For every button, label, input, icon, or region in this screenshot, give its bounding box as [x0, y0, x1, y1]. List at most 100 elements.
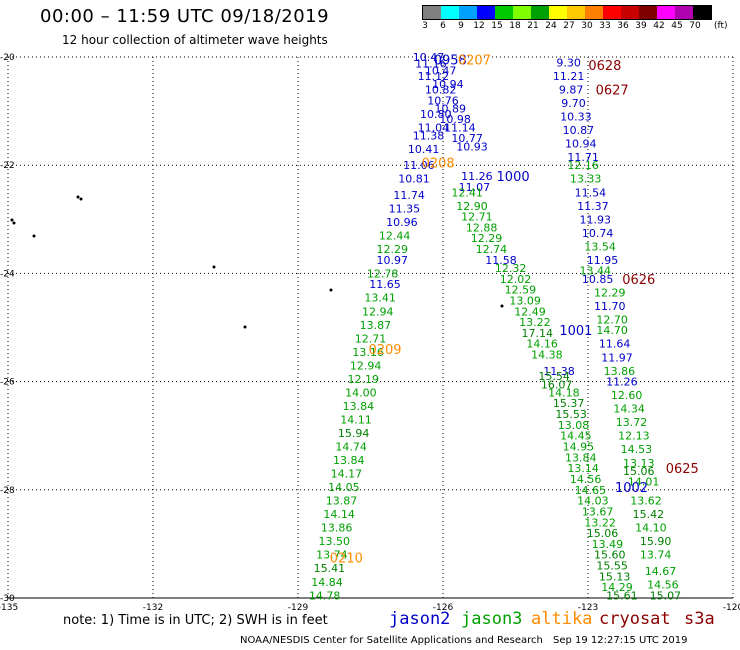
wave-height-value: 14.84	[311, 576, 343, 589]
wave-height-value: 13.49	[592, 538, 624, 551]
map-grid	[7, 56, 734, 599]
wave-height-value: 9.70	[561, 97, 586, 110]
track-time-label: 0958	[434, 54, 467, 69]
wave-height-value: 15.06	[623, 465, 655, 478]
wave-height-value: 10.77	[451, 132, 483, 145]
wave-height-value: 10.97	[377, 254, 409, 267]
wave-height-value: 12.29	[594, 286, 626, 299]
color-scale-swatch	[693, 6, 711, 19]
wave-height-value: 14.56	[647, 578, 679, 591]
color-scale-label: 24	[545, 21, 557, 31]
wave-height-value: 14.78	[309, 589, 341, 602]
footer-source: NOAA/NESDIS Center for Satellite Applica…	[240, 635, 543, 646]
lat-tick-label: -30	[0, 594, 15, 604]
lat-tick-label: -24	[0, 269, 15, 279]
color-scale-label: 33	[599, 21, 611, 31]
wave-height-value: 15.61	[606, 589, 638, 602]
legend-altika: altika	[531, 609, 593, 629]
wave-height-value: 14.95	[563, 441, 595, 454]
wave-height-value: 10.74	[582, 227, 614, 240]
wave-height-value: 13.08	[558, 419, 590, 432]
wave-height-value: 12.13	[618, 430, 650, 443]
lon-tick-label: -132	[143, 603, 163, 613]
wave-height-value: 10.82	[425, 83, 457, 96]
wave-height-value: 13.44	[580, 265, 612, 278]
color-scale-label: 21	[527, 21, 539, 31]
wave-height-value: 15.42	[633, 508, 665, 521]
wave-height-value: 10.89	[435, 102, 467, 115]
footer-timestamp: Sep 19 12:27:15 UTC 2019	[553, 635, 688, 646]
wave-height-value: 15.07	[650, 589, 682, 602]
wave-height-value: 14.45	[560, 430, 592, 443]
wave-height-value: 14.05	[328, 481, 360, 494]
map-subtitle: 12 hour collection of altimeter wave hei…	[62, 33, 328, 47]
wave-height-value: 13.74	[640, 549, 672, 562]
legend-jason2: jason2	[389, 609, 451, 629]
wave-height-value: 11.37	[577, 200, 609, 213]
wave-height-value: 13.14	[567, 462, 599, 475]
wave-height-value: 14.03	[577, 495, 609, 508]
wave-height-value: 11.21	[553, 70, 585, 83]
track-time-label: 0207	[458, 54, 491, 69]
wave-height-value: 14.29	[601, 581, 633, 594]
lat-tick-label: -28	[0, 486, 15, 496]
color-scale-label: 36	[617, 21, 629, 31]
wave-height-value: 15.41	[314, 562, 346, 575]
track-time-label: 1002	[615, 481, 648, 496]
wave-height-value: 10.47	[413, 51, 445, 64]
wave-height-value: 15.53	[555, 408, 587, 421]
wave-height-value: 13.72	[616, 416, 648, 429]
color-scale-label: 12	[473, 21, 485, 31]
color-scale-swatch	[513, 6, 531, 19]
wave-height-value: 13.87	[326, 495, 358, 508]
color-scale-label: 27	[563, 21, 575, 31]
legend-cryosat: cryosat	[599, 609, 671, 629]
wave-height-value: 15.55	[596, 560, 628, 573]
wave-height-value: 14.17	[331, 468, 363, 481]
track-time-label: 0626	[622, 273, 655, 288]
color-scale-swatch	[441, 6, 459, 19]
lat-tick-label: -20	[0, 53, 15, 63]
wave-height-value: 13.84	[343, 400, 375, 413]
wave-height-value: 10.96	[386, 216, 418, 229]
color-scale-label: 39	[635, 21, 647, 31]
color-scale-label: 6	[440, 21, 446, 31]
wave-height-value: 13.33	[570, 173, 602, 186]
island-dot	[212, 265, 216, 269]
wave-height-value: 16.07	[541, 378, 573, 391]
wave-height-value: 11.38	[543, 365, 575, 378]
color-scale-swatch	[477, 6, 495, 19]
wave-height-value: 10.80	[420, 108, 452, 121]
wave-height-value: 15.60	[594, 549, 626, 562]
wave-height-value: 11.38	[413, 129, 445, 142]
track-time-label: 0625	[666, 462, 699, 477]
lon-tick-label: -126	[433, 603, 454, 613]
lon-tick-label: -129	[288, 603, 309, 613]
islands	[10, 195, 504, 329]
lon-tick-label: -135	[0, 603, 18, 613]
wave-height-value: 12.41	[451, 186, 483, 199]
wave-height-value: 14.34	[613, 403, 645, 416]
legend-jason3: jason3	[461, 609, 523, 629]
wave-height-value: 14.00	[345, 386, 377, 399]
color-scale-units: (ft)	[714, 21, 728, 31]
color-scale-swatch	[549, 6, 567, 19]
track-time-label: 1000	[497, 170, 530, 185]
wave-height-value: 14.74	[335, 441, 367, 454]
wave-height-value: 11.14	[444, 121, 476, 134]
wave-height-value: 12.02	[500, 273, 532, 286]
wave-height-value: 10.41	[408, 143, 440, 156]
wave-height-value: 11.97	[601, 351, 633, 364]
wave-height-value: 10.94	[565, 138, 597, 151]
color-scale-swatch	[567, 6, 585, 19]
wave-height-value: 13.54	[584, 240, 616, 253]
wave-height-value: 9.30	[556, 56, 581, 69]
wave-height-value: 12.59	[505, 284, 537, 297]
wave-height-value: 11.95	[587, 254, 619, 267]
island-dot	[12, 221, 16, 225]
color-scale-swatch	[423, 6, 441, 19]
wave-height-value: 15.54	[538, 370, 570, 383]
color-scale-swatch	[639, 6, 657, 19]
